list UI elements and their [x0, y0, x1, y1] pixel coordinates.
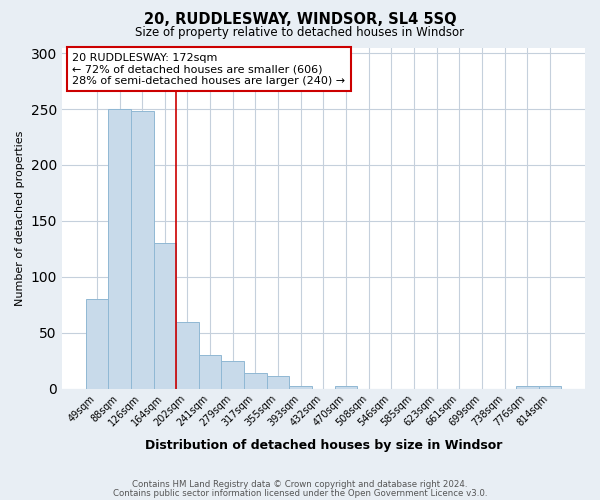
Bar — [539, 386, 561, 388]
Bar — [221, 360, 244, 388]
Text: 20, RUDDLESWAY, WINDSOR, SL4 5SQ: 20, RUDDLESWAY, WINDSOR, SL4 5SQ — [143, 12, 457, 28]
Bar — [131, 111, 154, 388]
Text: Size of property relative to detached houses in Windsor: Size of property relative to detached ho… — [136, 26, 464, 39]
Bar — [244, 373, 267, 388]
Bar — [108, 109, 131, 388]
Bar — [335, 386, 358, 388]
Bar — [289, 386, 312, 388]
Y-axis label: Number of detached properties: Number of detached properties — [15, 130, 25, 306]
Bar — [199, 355, 221, 388]
Bar — [267, 376, 289, 388]
X-axis label: Distribution of detached houses by size in Windsor: Distribution of detached houses by size … — [145, 440, 502, 452]
Text: Contains public sector information licensed under the Open Government Licence v3: Contains public sector information licen… — [113, 488, 487, 498]
Text: Contains HM Land Registry data © Crown copyright and database right 2024.: Contains HM Land Registry data © Crown c… — [132, 480, 468, 489]
Bar — [154, 243, 176, 388]
Bar — [86, 299, 108, 388]
Text: 20 RUDDLESWAY: 172sqm
← 72% of detached houses are smaller (606)
28% of semi-det: 20 RUDDLESWAY: 172sqm ← 72% of detached … — [72, 52, 346, 86]
Bar — [516, 386, 539, 388]
Bar — [176, 322, 199, 388]
